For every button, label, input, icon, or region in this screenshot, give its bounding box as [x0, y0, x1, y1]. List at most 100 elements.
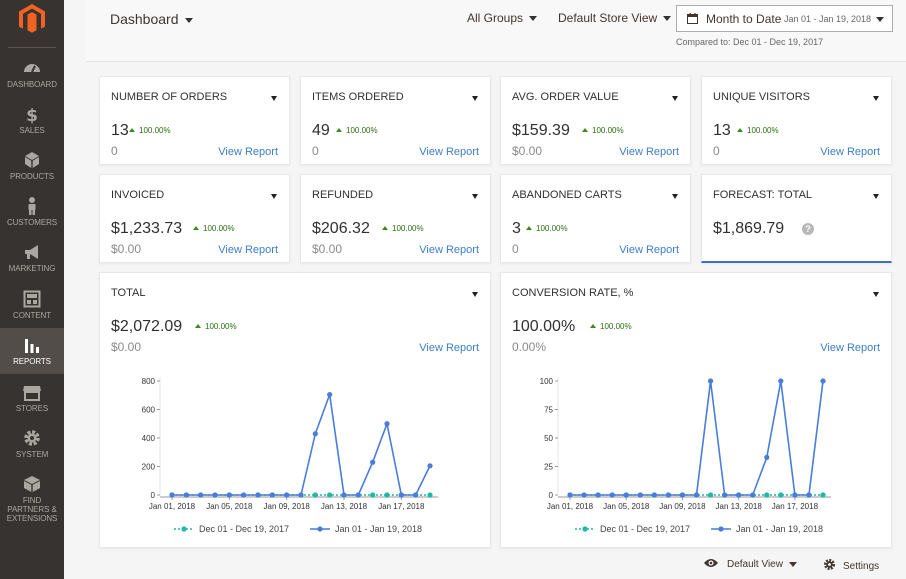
x-tick-label: Jan 13, 2018	[716, 502, 763, 511]
dashboard-switcher[interactable]: Dashboard	[110, 11, 193, 27]
y-tick-label: 600	[142, 406, 156, 415]
card-title: ABANDONED CARTS	[512, 189, 622, 201]
sidebar-item-dashboard[interactable]: DASHBOARD	[0, 58, 64, 104]
card-menu-caret-icon[interactable]	[472, 292, 478, 297]
card-menu-caret-icon[interactable]	[472, 194, 478, 199]
data-point	[298, 492, 304, 498]
view-report-link[interactable]: View Report	[218, 146, 278, 158]
card-value: 100.00%	[512, 318, 576, 335]
view-report-link[interactable]: View Report	[419, 146, 479, 158]
sidebar-label: CUSTOMERS	[6, 218, 58, 227]
card-title: NUMBER OF ORDERS	[111, 91, 228, 103]
sidebar-item-content[interactable]: CONTENT	[0, 289, 64, 335]
help-icon[interactable]: ?	[802, 223, 814, 235]
data-point	[820, 378, 826, 384]
sidebar-item-system[interactable]: SYSTEM	[0, 428, 64, 474]
card-menu-caret-icon[interactable]	[271, 194, 277, 199]
sidebar-divider	[8, 47, 56, 48]
period-label: Month to Date	[706, 12, 782, 26]
data-point	[312, 492, 318, 498]
sidebar-label: REPORTS	[13, 357, 51, 366]
groups-dropdown[interactable]: All Groups	[467, 11, 538, 25]
view-report-link[interactable]: View Report	[619, 146, 679, 158]
card-prev-value: $0.00	[512, 144, 543, 158]
chevron-down-icon	[663, 16, 672, 22]
default-view-dropdown[interactable]: Default View	[703, 558, 797, 570]
arrow-up-icon	[195, 324, 201, 328]
data-point	[764, 492, 770, 498]
card-prev-value: 0	[512, 242, 519, 256]
data-point	[792, 492, 798, 498]
data-point	[707, 492, 714, 498]
sidebar-item-customers[interactable]: CUSTOMERS	[0, 196, 64, 242]
card-menu-caret-icon[interactable]	[873, 96, 879, 101]
x-tick-label: Jan 09, 2018	[659, 502, 706, 511]
data-point	[581, 492, 587, 498]
chevron-down-icon	[184, 17, 193, 23]
legend-marker	[718, 526, 724, 532]
card-menu-caret-icon[interactable]	[472, 96, 478, 101]
sidebar-item-reports[interactable]: REPORTS	[0, 328, 64, 374]
view-report-link[interactable]: View Report	[218, 244, 278, 256]
magento-logo-icon[interactable]	[16, 2, 48, 34]
data-point	[384, 492, 390, 498]
card-number-of-orders: NUMBER OF ORDERS 13 100.00% 0 View Repor…	[99, 76, 290, 165]
data-point	[370, 459, 376, 465]
series-line	[570, 380, 824, 496]
period-dropdown[interactable]: Month to Date Jan 01 - Jan 19, 2018	[676, 5, 893, 32]
card-delta: 100.00%	[195, 322, 237, 331]
view-report-link[interactable]: View Report	[820, 146, 880, 158]
data-point	[169, 492, 175, 498]
legend-marker	[317, 526, 323, 532]
y-tick-label: 0	[549, 491, 554, 500]
card-title: AVG. ORDER VALUE	[512, 91, 619, 103]
card-items-ordered: ITEMS ORDERED 49 100.00% 0 View Report	[300, 76, 491, 165]
arrow-up-icon	[382, 226, 388, 230]
card-menu-caret-icon[interactable]	[271, 96, 277, 101]
x-tick-label: Jan 13, 2018	[321, 502, 368, 511]
card-menu-caret-icon[interactable]	[672, 96, 678, 101]
sidebar-item-partners[interactable]: FIND PARTNERS & EXTENSIONS	[0, 474, 64, 524]
data-point	[693, 492, 700, 498]
cube-icon	[25, 152, 39, 168]
card-delta: 100.00%	[737, 126, 779, 135]
data-point	[778, 492, 784, 498]
data-point	[623, 492, 629, 498]
page-header: Dashboard All Groups Default Store View …	[86, 0, 906, 62]
view-report-link[interactable]: View Report	[820, 342, 880, 354]
arrow-up-icon	[193, 226, 199, 230]
card-menu-caret-icon[interactable]	[873, 194, 879, 199]
delta-value: 100.00%	[747, 126, 779, 135]
store-view-dropdown[interactable]: Default Store View	[558, 11, 672, 25]
arrow-up-icon	[737, 128, 743, 132]
arrow-up-icon	[129, 128, 135, 132]
view-report-link[interactable]: View Report	[419, 244, 479, 256]
card-value: 49	[312, 122, 330, 139]
card-value: $159.39	[512, 122, 570, 139]
data-point	[327, 492, 333, 498]
view-report-link[interactable]: View Report	[619, 244, 679, 256]
sidebar-item-products[interactable]: PRODUCTS	[0, 150, 64, 196]
data-point	[679, 492, 686, 498]
legend-marker	[181, 526, 187, 532]
card-menu-caret-icon[interactable]	[873, 292, 879, 297]
view-report-link[interactable]: View Report	[419, 342, 479, 354]
legend-label: Jan 01 - Jan 19, 2018	[736, 524, 823, 534]
card-abandoned-carts: ABANDONED CARTS 3 100.00% 0 View Report	[500, 174, 691, 263]
card-menu-caret-icon[interactable]	[672, 194, 678, 199]
sidebar-label: MARKETING	[8, 264, 56, 273]
sidebar-item-stores[interactable]: STORES	[0, 382, 64, 428]
card-prev-value: 0	[713, 144, 720, 158]
card-value: 13	[713, 122, 731, 139]
card-prev-value: $0.00	[111, 242, 142, 256]
card-prev-value: $0.00	[312, 242, 343, 256]
card-value: $2,072.09	[111, 318, 183, 335]
card-value: 13	[111, 122, 129, 139]
sidebar-item-marketing[interactable]: MARKETING	[0, 242, 64, 288]
settings-button[interactable]: Settings	[823, 558, 879, 572]
calendar-icon	[687, 13, 698, 24]
data-point	[427, 463, 433, 469]
sidebar-label: STORES	[15, 404, 49, 413]
sidebar-item-sales[interactable]: $ SALES	[0, 104, 64, 150]
card-value: $1,869.79	[713, 220, 785, 237]
